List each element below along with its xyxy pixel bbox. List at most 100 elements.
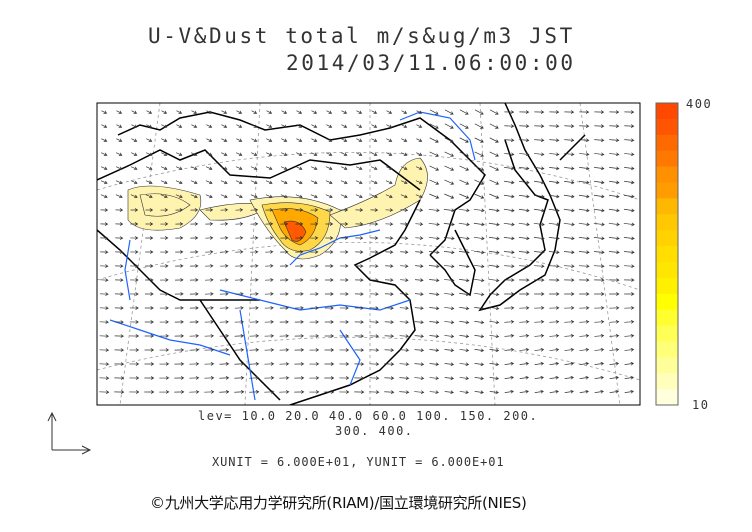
wind-vector-arrow (340, 236, 349, 240)
wind-vector-arrow (474, 362, 485, 367)
wind-vector-arrow (564, 319, 575, 324)
wind-vector-arrow (594, 278, 605, 282)
wind-vector-arrow (624, 124, 635, 128)
wind-vector-arrow (401, 124, 408, 128)
wind-vector-arrow (489, 165, 500, 171)
wind-vector-arrow (266, 152, 273, 156)
wind-vector-arrow (444, 292, 455, 297)
wind-vector-arrow (564, 375, 575, 380)
wind-vector-arrow (458, 236, 470, 241)
wind-vector-arrow (235, 180, 243, 185)
wind-vector-arrow (414, 334, 425, 339)
plot-area (97, 103, 640, 405)
wind-vector-arrow (249, 334, 260, 338)
wind-vector-arrow (100, 180, 108, 185)
wind-vector-arrow (144, 390, 155, 394)
wind-vector-arrow (564, 124, 575, 128)
wind-vector-arrow (145, 236, 154, 240)
wind-vector-arrow (385, 194, 393, 199)
wind-vector-arrow (130, 194, 138, 199)
wind-vector-arrow (370, 194, 378, 199)
wind-vector-arrow (146, 138, 153, 142)
wind-vector-arrow (145, 194, 153, 199)
wind-vector-arrow (399, 320, 409, 324)
wind-vector-arrow (280, 194, 288, 199)
wind-vector-arrow (324, 334, 335, 338)
wind-vector-arrow (99, 334, 110, 338)
wind-vector-arrow (324, 362, 335, 366)
wind-vector-arrow (474, 179, 485, 185)
wind-vector-arrow (175, 264, 184, 268)
wind-vector-arrow (204, 362, 215, 366)
wind-vector-arrow (534, 292, 545, 296)
wind-vector-arrow (145, 250, 154, 254)
wind-vector-arrow (519, 152, 530, 157)
wind-vector-arrow (564, 152, 575, 157)
wind-vector-arrow (116, 124, 123, 128)
wind-vector-arrow (474, 390, 484, 395)
wind-vector-arrow (101, 138, 108, 142)
wind-vector-arrow (190, 264, 199, 268)
wind-vector-arrow (578, 250, 590, 255)
wind-vector-arrow (563, 208, 575, 213)
wind-vector-arrow (401, 138, 408, 142)
wind-vector-arrow (459, 306, 470, 311)
wind-vector-arrow (295, 222, 304, 226)
wind-vector-arrow (175, 278, 184, 282)
wind-vector-arrow (190, 278, 199, 282)
wind-vector-arrow (504, 152, 515, 157)
wind-vector-arrow (221, 152, 228, 156)
wind-vector-arrow (326, 138, 333, 142)
wind-vector-arrow (474, 376, 485, 381)
wind-vector-arrow (624, 166, 635, 171)
wind-vector-arrow (534, 110, 545, 114)
wind-vector-arrow (339, 334, 350, 338)
wind-vector-arrow (579, 264, 590, 269)
wind-vector-arrow (400, 236, 409, 240)
wind-vector-arrow (189, 390, 200, 394)
wind-vector-arrow (609, 278, 620, 282)
wind-vector-arrow (474, 306, 485, 311)
wind-vector-arrow (309, 376, 320, 380)
wind-vector-arrow (161, 152, 168, 156)
wind-vector-arrow (534, 361, 545, 366)
wind-vector-arrow (429, 165, 440, 171)
wind-vector-arrow (175, 166, 183, 171)
wind-vector-arrow (549, 180, 560, 185)
wind-vector-arrow (534, 333, 545, 338)
colorbar-max-label: 400 (686, 97, 713, 111)
wind-vector-arrow (265, 278, 274, 282)
wind-vector-arrow (414, 292, 424, 296)
wind-vector-arrow (220, 264, 229, 268)
wind-vector-arrow (370, 236, 379, 240)
wind-vector-arrow (444, 306, 455, 311)
wind-vector-arrow (593, 194, 605, 199)
wind-vector-arrow (443, 222, 455, 227)
wind-vector-arrow (534, 138, 545, 143)
wind-vector-arrow (459, 348, 470, 353)
wind-vector-arrow (279, 348, 290, 352)
wind-vector-arrow (370, 222, 379, 226)
wind-vector-arrow (114, 320, 124, 324)
wind-vector-arrow (489, 264, 500, 269)
wind-vector-arrow (370, 278, 379, 282)
wind-vector-arrow (219, 362, 230, 366)
wind-vector-arrow (474, 278, 485, 283)
wind-vector-arrow (295, 180, 303, 185)
wind-vector-arrow (564, 138, 575, 143)
wind-vector-arrow (311, 152, 318, 156)
wind-vector-arrow (129, 334, 140, 338)
wind-vector-arrow (219, 292, 229, 296)
wind-vector-arrow (429, 362, 440, 367)
wind-vector-arrow (415, 236, 424, 240)
wind-vector-arrow (356, 152, 363, 156)
wind-vector-arrow (189, 376, 200, 380)
wind-vector-arrow (564, 166, 575, 171)
wind-vector-arrow (325, 278, 334, 282)
wind-vector-arrow (249, 348, 260, 352)
wind-vector-arrow (205, 208, 214, 212)
wind-vector-arrow (100, 236, 109, 240)
wind-vector-arrow (474, 123, 484, 129)
wind-vector-arrow (190, 208, 199, 212)
wind-vector-arrow (414, 376, 425, 381)
